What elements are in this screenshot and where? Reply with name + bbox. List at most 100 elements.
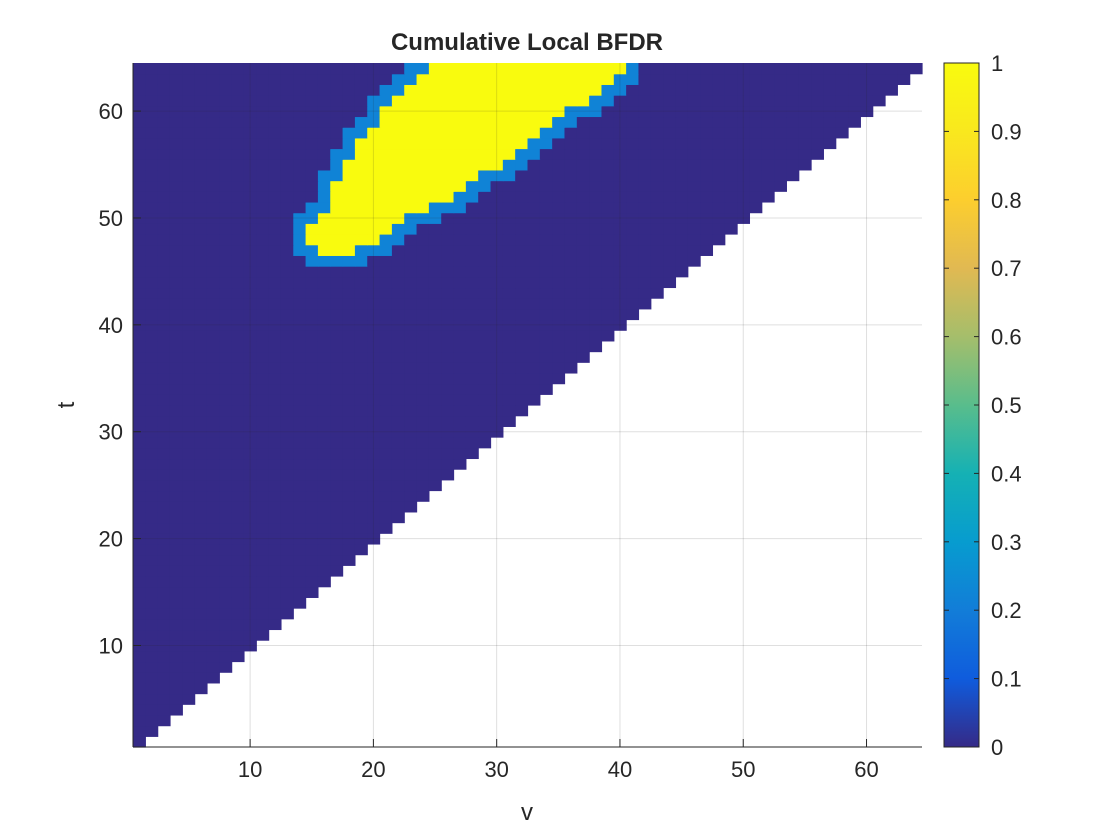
heatmap-cell: [256, 159, 270, 171]
heatmap-cell: [182, 116, 196, 128]
heatmap-cell: [478, 330, 492, 342]
heatmap-cell: [416, 394, 430, 406]
heatmap-cell: [465, 159, 479, 171]
heatmap-cell: [379, 394, 393, 406]
heatmap-cell: [145, 84, 159, 96]
heatmap-cell: [182, 469, 196, 481]
heatmap-cell: [552, 319, 566, 331]
heatmap-cell: [194, 223, 208, 235]
heatmap-cell: [589, 276, 603, 289]
heatmap-cell: [638, 244, 652, 256]
heatmap-cell: [465, 180, 479, 192]
heatmap-cell: [256, 287, 270, 299]
heatmap-cell: [293, 383, 307, 395]
heatmap-cell: [613, 266, 627, 278]
heatmap-cell: [724, 201, 738, 214]
heatmap-cell: [256, 511, 270, 524]
heatmap-cell: [169, 95, 183, 107]
heatmap-cell: [256, 255, 270, 267]
heatmap-cell: [441, 298, 455, 310]
heatmap-cell: [416, 127, 430, 139]
heatmap-cell: [342, 169, 356, 182]
heatmap-cell: [280, 223, 294, 235]
heatmap-cell: [712, 116, 726, 128]
heatmap-cell: [219, 340, 233, 353]
heatmap-cell: [700, 169, 714, 182]
heatmap-cell: [133, 405, 146, 417]
heatmap-cell: [490, 372, 504, 385]
heatmap-cell: [860, 73, 874, 85]
heatmap-cell: [465, 169, 479, 182]
heatmap-cell: [317, 84, 331, 96]
heatmap-cell: [330, 137, 344, 150]
heatmap-cell: [712, 148, 726, 160]
heatmap-cell: [194, 362, 208, 374]
heatmap-cell: [515, 105, 529, 118]
heatmap-cell: [724, 159, 738, 171]
heatmap-cell: [428, 319, 442, 331]
heatmap-cell: [194, 533, 208, 545]
heatmap-cell: [330, 201, 344, 214]
heatmap-cell: [367, 84, 381, 96]
heatmap-cell: [219, 308, 233, 321]
heatmap-cell: [650, 105, 664, 118]
heatmap-cell: [169, 576, 183, 588]
heatmap-cell: [194, 511, 208, 524]
heatmap-cell: [367, 127, 381, 139]
heatmap-cell: [305, 223, 319, 235]
heatmap-cell: [133, 383, 146, 395]
heatmap-cell: [465, 308, 479, 321]
heatmap-cell: [231, 63, 245, 75]
heatmap-cell: [737, 191, 751, 203]
heatmap-cell: [280, 608, 294, 620]
heatmap-cell: [342, 383, 356, 395]
heatmap-cell: [268, 458, 282, 470]
heatmap-cell: [416, 298, 430, 310]
heatmap-cell: [465, 73, 479, 85]
heatmap-cell: [256, 576, 270, 588]
heatmap-cell: [169, 63, 183, 75]
heatmap-cell: [330, 212, 344, 224]
heatmap-cell: [280, 522, 294, 534]
heatmap-cell: [268, 191, 282, 203]
heatmap-cell: [601, 308, 615, 321]
heatmap-cell: [712, 127, 726, 139]
heatmap-cell: [465, 426, 479, 438]
heatmap-cell: [354, 84, 368, 96]
heatmap-cell: [293, 447, 307, 460]
heatmap-cell: [416, 105, 430, 118]
heatmap-cell: [724, 223, 738, 235]
heatmap-cell: [305, 533, 319, 545]
heatmap-cell: [317, 576, 331, 588]
heatmap-cell: [280, 137, 294, 150]
heatmap-cell: [145, 672, 159, 684]
heatmap-cell: [305, 159, 319, 171]
heatmap-cell: [280, 169, 294, 182]
heatmap-cell: [391, 73, 405, 85]
heatmap-cell: [379, 351, 393, 363]
heatmap-cell: [490, 116, 504, 128]
heatmap-cell: [453, 234, 467, 246]
heatmap-cell: [243, 554, 257, 566]
heatmap-cell: [206, 608, 220, 620]
heatmap-cell: [330, 276, 344, 289]
heatmap-cell: [527, 362, 541, 374]
heatmap-cell: [330, 148, 344, 160]
heatmap-cell: [243, 351, 257, 363]
heatmap-cell: [256, 479, 270, 492]
heatmap-cell: [848, 95, 861, 107]
heatmap-cell: [675, 95, 689, 107]
heatmap-cell: [133, 650, 146, 663]
heatmap-cell: [478, 266, 492, 278]
heatmap-cell: [416, 180, 430, 192]
heatmap-cell: [231, 95, 245, 107]
heatmap-cell: [428, 105, 442, 118]
heatmap-cell: [182, 308, 196, 321]
heatmap-cell: [404, 447, 418, 460]
heatmap-cell: [169, 522, 183, 534]
heatmap-cell: [478, 191, 492, 203]
heatmap-cell: [169, 330, 183, 342]
heatmap-cell: [687, 244, 701, 256]
heatmap-cell: [145, 244, 159, 256]
heatmap-cell: [268, 212, 282, 224]
